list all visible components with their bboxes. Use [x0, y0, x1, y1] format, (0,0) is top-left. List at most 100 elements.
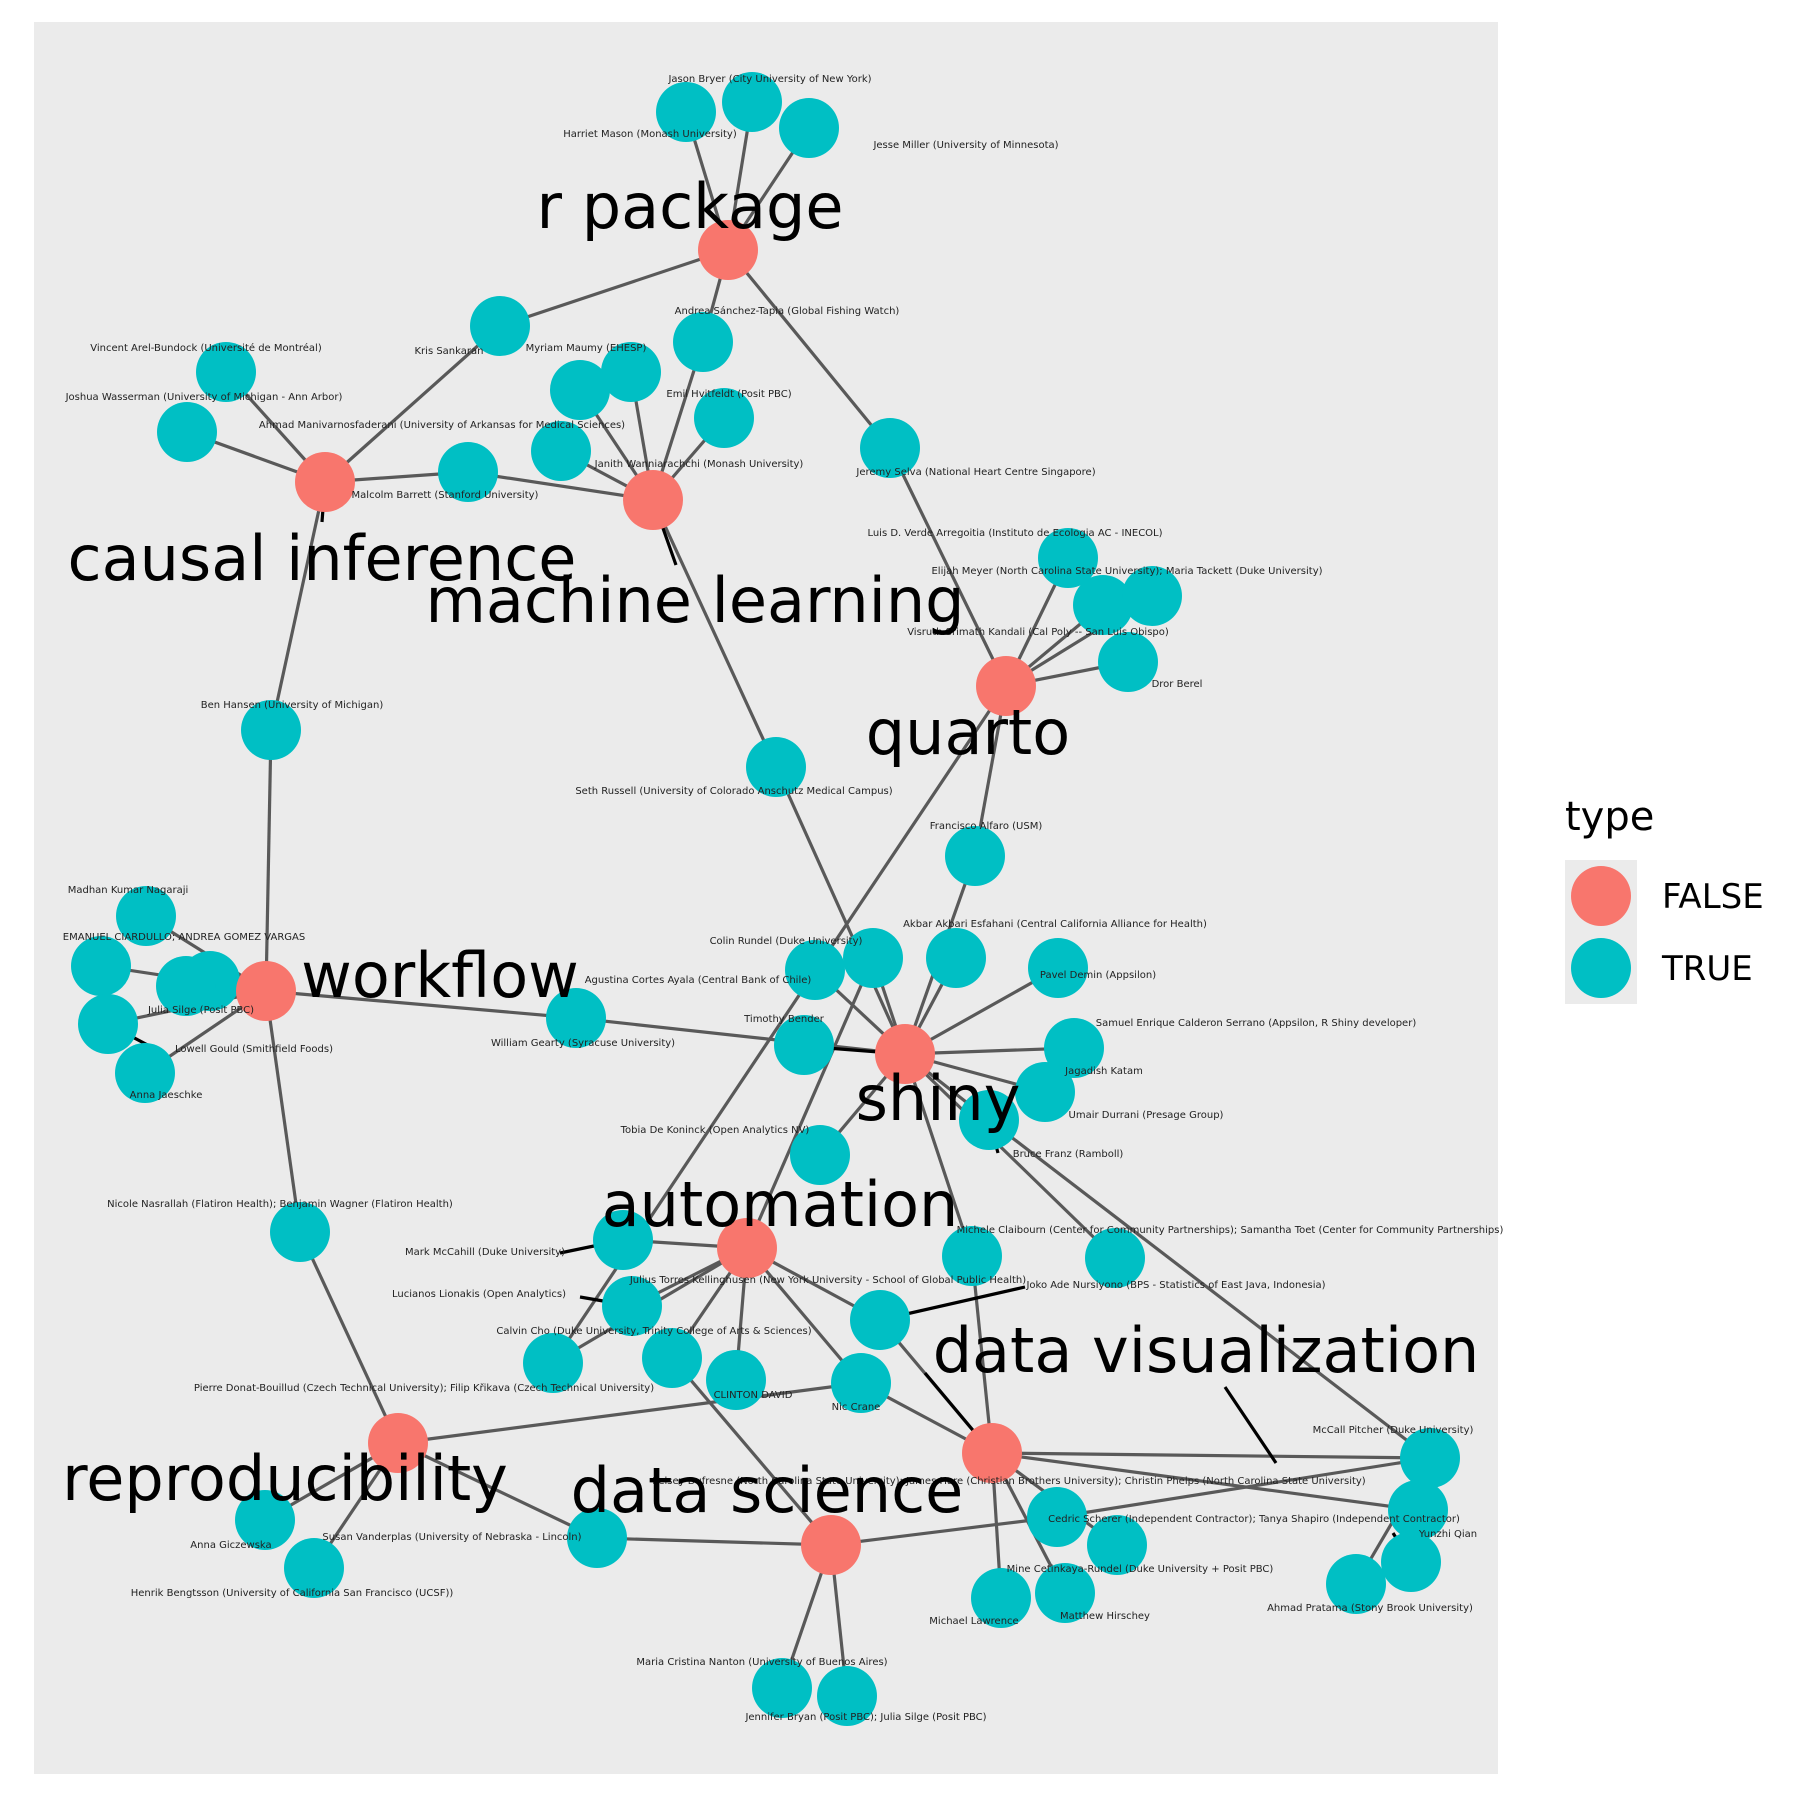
person-label-p52: Susan Vanderplas (University of Nebraska…: [322, 1532, 581, 1543]
person-label-p10: Ahmad Manivarnosfaderani (University of …: [259, 420, 625, 431]
person-node-p20: [945, 826, 1005, 886]
person-label-p19: Seth Russell (University of Colorado Ans…: [575, 786, 892, 797]
edge: [774, 766, 907, 1055]
topic-label-r-package: r package: [537, 170, 844, 243]
person-label-p59: Jennifer Bryan (Posit PBC); Julia Silge …: [744, 1712, 986, 1723]
edge: [264, 990, 302, 1233]
legend-label-true: TRUE: [1661, 949, 1753, 989]
person-label-p39: Mark McCahill (Duke University): [405, 1247, 565, 1258]
legend-label-false: FALSE: [1662, 877, 1764, 917]
person-node-p53: [1087, 1515, 1147, 1575]
person-node-p36: [959, 1090, 1019, 1150]
person-node-p39: [593, 1210, 653, 1270]
person-label-p42: Lucianos Lionakis (Open Analytics): [392, 1289, 566, 1300]
person-node-p41: [850, 1290, 910, 1350]
person-node-p43: [523, 1333, 583, 1393]
topic-label-workflow: workflow: [301, 939, 579, 1012]
person-node-p34: [1015, 1062, 1075, 1122]
topic-label-automation: automation: [602, 1168, 959, 1241]
labels-layer: Jason Bryer (City University of New York…: [62, 74, 1503, 1723]
person-label-p18: Ben Hansen (University of Michigan): [201, 700, 384, 711]
person-node-p18: [241, 700, 301, 760]
person-node-p21: [116, 886, 176, 946]
edge: [991, 1451, 1431, 1460]
person-label-p55: Ahmad Pratama (Stony Brook University): [1267, 1603, 1473, 1614]
person-label-p2: Harriet Mason (Monash University): [563, 129, 737, 140]
person-node-p4: [470, 296, 530, 356]
person-node-p28: [774, 1015, 834, 1075]
edge: [651, 499, 778, 768]
person-node-p23: [71, 936, 131, 996]
label-leader-line: [1223, 1386, 1278, 1464]
edge: [575, 1016, 906, 1056]
topic-node-data-science: [801, 1515, 861, 1575]
person-node-p47: [1400, 1428, 1460, 1488]
person-label-p58: Maria Cristina Nanton (University of Bue…: [636, 1657, 887, 1668]
person-node-p33: [115, 1043, 175, 1103]
person-label-p34: Umair Durrani (Presage Group): [1069, 1110, 1224, 1121]
person-node-p22: [843, 928, 903, 988]
person-label-p26: Agustina Cortes Ayala (Central Bank of C…: [585, 975, 812, 986]
person-node-p46: [831, 1353, 891, 1413]
person-label-p46: Pierre Donat-Bouillud (Czech Technical U…: [194, 1382, 654, 1394]
person-node-p29: [1028, 938, 1088, 998]
topic-label-machine-learning: machine learning: [425, 564, 964, 637]
person-label-p5: Andrea Sánchez-Tapia (Global Fishing Wat…: [675, 305, 900, 317]
topic-label-quarto: quarto: [866, 696, 1070, 769]
person-node-p57: [1035, 1563, 1095, 1623]
person-node-p3: [779, 98, 839, 158]
person-node-p1: [656, 82, 716, 142]
person-node-p19: [746, 737, 806, 797]
edge: [830, 1515, 1058, 1547]
person-label-p6: Vincent Arel-Bundock (Université de Mont…: [90, 342, 322, 354]
person-label-p3: Jesse Miller (University of Minnesota): [872, 140, 1058, 151]
person-label-p29: Samuel Enrique Calderon Serrano (Appsilo…: [1096, 1018, 1417, 1029]
legend-title: type: [1565, 794, 1654, 840]
person-node-p40: [942, 1226, 1002, 1286]
person-label-p32: Jagadish Katam: [1064, 1066, 1143, 1077]
topic-node-automation: [717, 1218, 777, 1278]
person-label-p24: Colin Rundel (Duke University): [710, 936, 863, 947]
edge: [903, 1053, 974, 1257]
person-label-p48: Kelsey Dufresne (North Carolina State Un…: [652, 1476, 1366, 1487]
person-node-p11: [531, 421, 591, 481]
person-label-p23: EMANUEL CIARDULLO; ANDREA GOMEZ VARGAS: [63, 932, 305, 943]
person-node-p8: [157, 402, 217, 462]
person-node-p25: [926, 928, 986, 988]
edge: [745, 957, 875, 1249]
edge: [499, 248, 729, 328]
legend-key-false: [1571, 866, 1631, 926]
topic-label-reproducibility: reproducibility: [62, 1442, 508, 1515]
person-node-p30: [78, 994, 138, 1054]
topic-node-machine-learning: [623, 470, 683, 530]
person-label-p28: Timothy Bender: [743, 1014, 825, 1025]
edge: [888, 447, 1008, 687]
person-label-p12: Malcolm Barrett (Stanford University): [352, 490, 539, 501]
edge: [670, 1356, 833, 1547]
edge: [397, 1381, 862, 1445]
topic-label-data-science: data science: [571, 1454, 964, 1527]
legend-key-true: [1571, 938, 1631, 998]
person-node-p15: [1073, 575, 1133, 635]
topic-label-data-visualization: data visualization: [933, 1314, 1480, 1387]
person-label-p17: Dror Berel: [1152, 679, 1203, 690]
edge: [298, 1231, 400, 1444]
person-node-p49: [1388, 1480, 1448, 1540]
person-node-p12: [438, 442, 498, 502]
edge: [264, 729, 273, 992]
topic-node-reproducibility: [368, 1413, 428, 1473]
person-node-p32: [1044, 1018, 1104, 1078]
person-node-p56: [971, 1568, 1031, 1628]
person-label-p14: Luis D. Verde Arregoitia (Instituto de E…: [867, 528, 1162, 539]
person-node-p44: [706, 1350, 766, 1410]
person-label-p20: Francisco Alfaro (USM): [930, 821, 1043, 832]
person-node-p2: [722, 72, 782, 132]
person-label-p43: Calvin Cho (Duke University, Trinity Col…: [496, 1326, 811, 1337]
person-label-p44: CLINTON DAVID: [714, 1390, 793, 1401]
topic-node-data-visualization: [962, 1423, 1022, 1483]
person-label-p49: Cedric Scherer (Independent Contractor);…: [1048, 1514, 1460, 1525]
person-label-p51: Anna Giczewska: [190, 1540, 271, 1551]
person-node-p27: [156, 956, 216, 1016]
person-label-p25: Pavel Demin (Appsilon): [1040, 970, 1156, 981]
